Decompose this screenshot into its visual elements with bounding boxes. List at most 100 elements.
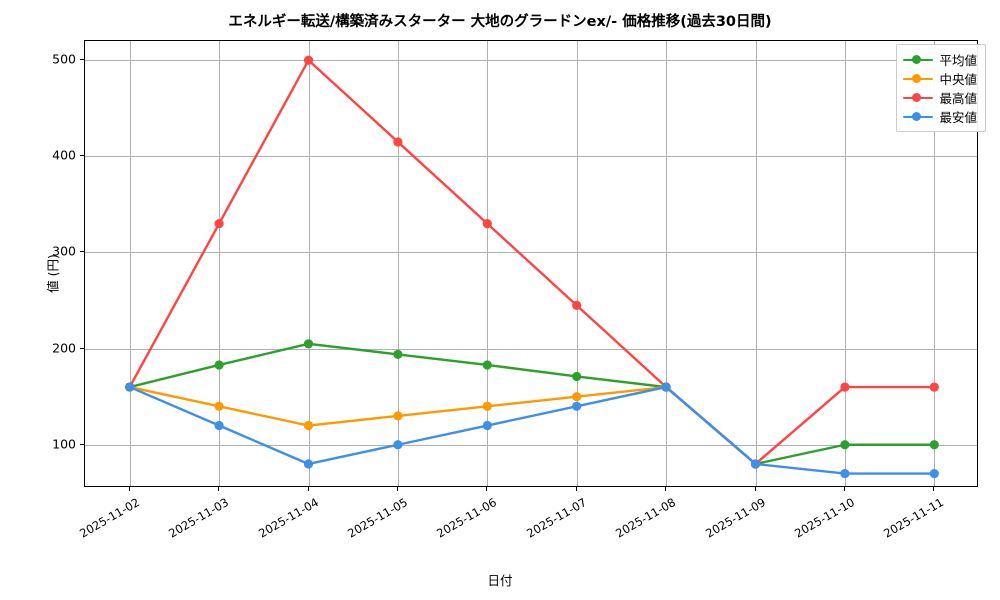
series-4	[125, 382, 939, 479]
data-point	[572, 371, 582, 382]
series-3	[125, 55, 939, 469]
gridline-vertical-2025-11-08	[666, 41, 668, 486]
series-line	[128, 59, 936, 466]
chart-legend: 平均値中央値最高値最安値	[896, 44, 986, 132]
x-tick-mark	[128, 487, 130, 491]
y-tick-label: 100	[52, 436, 76, 452]
x-tick-mark	[933, 487, 935, 491]
series-layer	[125, 55, 939, 479]
y-tick-mark	[80, 443, 84, 445]
gridline-vertical-2025-11-11	[934, 41, 936, 486]
data-point	[572, 392, 582, 402]
series-1	[125, 339, 939, 469]
x-tick-label: 2025-11-02	[76, 495, 142, 541]
data-point	[929, 382, 939, 392]
data-point	[750, 459, 761, 469]
x-tick-mark	[843, 487, 845, 491]
x-tick-mark	[307, 487, 309, 491]
x-tick-mark	[665, 487, 667, 491]
data-point	[929, 440, 939, 450]
x-tick-mark	[754, 487, 756, 491]
data-point	[572, 401, 582, 411]
x-tick-mark	[396, 487, 398, 491]
legend-label: 最安値	[939, 110, 977, 125]
data-point	[572, 300, 582, 310]
y-tick-label: 200	[52, 340, 76, 356]
plot-area	[84, 40, 978, 487]
y-tick-mark	[80, 251, 84, 253]
data-point	[303, 339, 314, 349]
data-point	[482, 401, 492, 411]
gridline-vertical-2025-11-07	[576, 41, 578, 486]
gridline-vertical-2025-11-09	[755, 41, 757, 486]
legend-item: 最安値	[903, 107, 977, 126]
y-tick-mark	[80, 155, 84, 157]
gridline-vertical-2025-11-10	[844, 41, 846, 486]
y-tick-label: 500	[52, 51, 76, 67]
data-point	[840, 440, 850, 450]
legend-item: 平均値	[903, 50, 977, 69]
gridline-horizontal-400	[85, 156, 977, 158]
y-axis-label: 値 (円)	[45, 254, 61, 293]
y-tick-mark	[80, 347, 84, 349]
gridline-vertical-2025-11-02	[129, 41, 131, 486]
data-point	[303, 55, 314, 65]
x-tick-label: 2025-11-06	[434, 495, 500, 541]
data-point	[482, 420, 492, 431]
data-point	[125, 382, 135, 392]
y-tick-label: 400	[52, 147, 76, 163]
x-tick-label: 2025-11-03	[166, 495, 232, 541]
x-tick-label: 2025-11-11	[881, 495, 947, 541]
data-point	[840, 382, 850, 392]
x-tick-label: 2025-11-05	[345, 495, 410, 541]
legend-item: 最高値	[903, 88, 977, 107]
x-tick-label: 2025-11-08	[613, 495, 679, 541]
x-tick-label: 2025-11-09	[702, 495, 768, 541]
gridline-vertical-2025-11-03	[219, 41, 221, 486]
data-point	[840, 468, 850, 479]
series-line	[128, 385, 936, 475]
x-tick-mark	[486, 487, 488, 491]
data-point	[393, 137, 403, 147]
gridline-horizontal-300	[85, 252, 977, 254]
gridline-vertical-2025-11-04	[308, 41, 310, 486]
series-line	[128, 385, 757, 466]
y-tick-label: 300	[52, 243, 76, 259]
legend-label: 最高値	[939, 91, 977, 106]
data-point	[661, 382, 671, 392]
legend-swatch-icon	[903, 54, 934, 66]
legend-swatch-icon	[903, 73, 934, 85]
data-point	[393, 349, 403, 359]
x-tick-mark	[218, 487, 220, 491]
data-point	[214, 420, 224, 431]
x-axis-label: 日付	[487, 573, 513, 588]
series-line	[128, 342, 936, 466]
data-point	[303, 459, 314, 469]
gridline-horizontal-200	[85, 348, 977, 350]
legend-label: 平均値	[939, 53, 977, 68]
legend-swatch-icon	[903, 111, 934, 123]
gridline-vertical-2025-11-06	[487, 41, 489, 486]
data-point	[929, 468, 939, 479]
data-point	[393, 411, 403, 421]
data-point	[214, 360, 224, 370]
gridline-horizontal-100	[85, 444, 977, 446]
x-tick-label: 2025-11-07	[523, 495, 589, 541]
legend-swatch-icon	[903, 92, 934, 104]
data-point	[482, 360, 492, 370]
x-tick-label: 2025-11-10	[792, 495, 857, 541]
y-tick-mark	[80, 59, 84, 61]
data-point	[393, 440, 403, 450]
data-point	[214, 219, 224, 229]
data-point	[482, 219, 492, 229]
data-point	[214, 401, 224, 411]
gridline-horizontal-500	[85, 60, 977, 62]
legend-label: 中央値	[939, 72, 977, 87]
x-tick-mark	[575, 487, 577, 491]
data-point	[303, 420, 314, 431]
legend-item: 中央値	[903, 69, 977, 88]
chart-title: エネルギー転送/構築済みスターター 大地のグラードンex/- 価格推移(過去30…	[228, 14, 772, 30]
gridline-vertical-2025-11-05	[397, 41, 399, 486]
x-tick-label: 2025-11-04	[255, 495, 321, 541]
